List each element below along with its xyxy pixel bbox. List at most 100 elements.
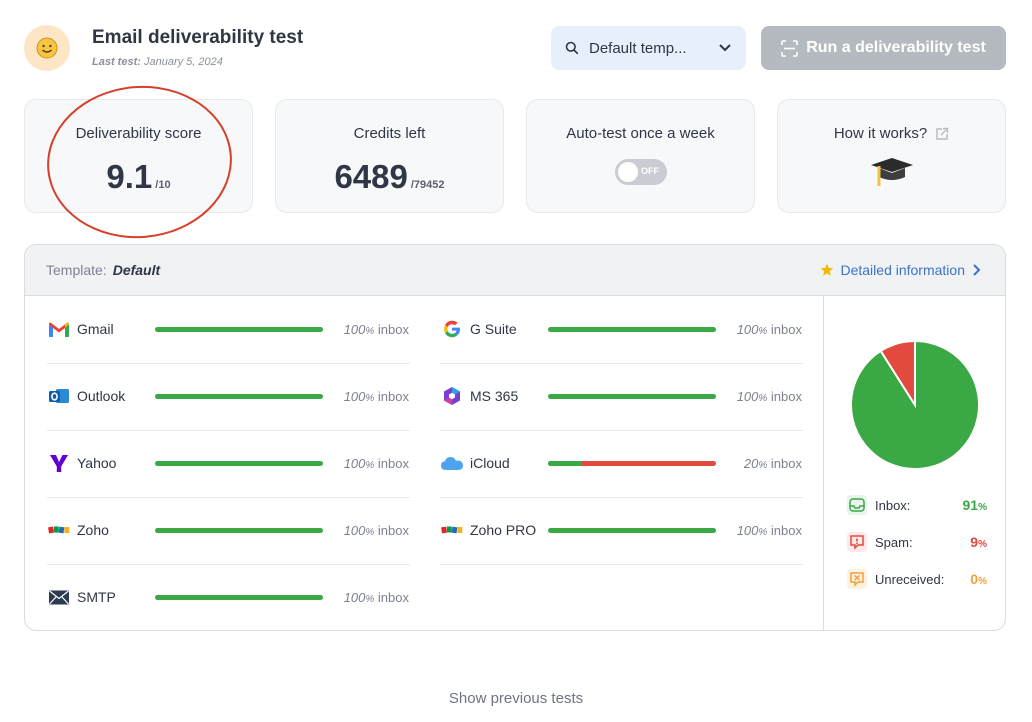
provider-name: iCloud (470, 455, 510, 471)
unreceived-icon (847, 569, 867, 589)
inbox-suffix: inbox (770, 455, 802, 471)
inbox-suffix: inbox (377, 589, 409, 605)
avatar (24, 25, 70, 71)
provider-name: G Suite (470, 321, 517, 337)
template-label: Template: (46, 262, 107, 278)
inbox-percent: 100% inbox (323, 590, 409, 605)
inbox-suffix: inbox (770, 522, 802, 538)
credits-value-group: 6489/79452 (276, 158, 503, 196)
vertical-divider (823, 296, 824, 630)
percent-sign: % (365, 526, 375, 538)
percent-value: 100 (343, 589, 366, 605)
how-label-row: How it works? (778, 125, 1005, 142)
gmail-icon (47, 317, 71, 341)
percent-value: 100 (736, 321, 759, 337)
graduation-cap-icon (871, 158, 913, 186)
search-icon (565, 41, 579, 55)
google-icon (440, 317, 464, 341)
results-panel: Template: Default Detailed information Gm… (24, 244, 1006, 631)
provider-row-yahoo: Yahoo 100% inbox (47, 430, 409, 496)
inbox-percent: 100% inbox (716, 523, 802, 538)
inbox-suffix: inbox (377, 321, 409, 337)
provider-name: Outlook (77, 388, 126, 404)
credits-card: Credits left 6489/79452 (275, 99, 504, 213)
toggle-knob (618, 162, 638, 182)
score-denominator: /10 (155, 179, 171, 191)
percent-sign: % (758, 325, 768, 337)
summary-inbox: Inbox: 91% (847, 493, 987, 517)
inbox-suffix: inbox (377, 522, 409, 538)
percent-value: 100 (736, 388, 759, 404)
summary-label: Inbox: (875, 497, 911, 513)
score-label: Deliverability score (75, 125, 202, 142)
chevron-right-icon (973, 264, 981, 276)
run-test-button[interactable]: Run a deliverability test (761, 26, 1006, 70)
detailed-information-link[interactable]: Detailed information (820, 262, 981, 278)
percent-sign: % (758, 526, 768, 538)
inbox-percent: 100% inbox (716, 389, 802, 404)
credits-label: Credits left (353, 125, 426, 142)
credits-total: /79452 (410, 179, 445, 191)
percent-value: 20 (743, 455, 759, 471)
provider-row-icloud: iCloud 20% inbox (440, 430, 802, 496)
row-divider (440, 497, 803, 498)
last-test-info: Last test: January 5, 2024 (92, 56, 223, 68)
inbox-progress-bar (548, 460, 716, 466)
envelope-icon (47, 585, 71, 609)
inbox-percent: 100% inbox (716, 322, 802, 337)
summary-number: 9 (970, 534, 979, 550)
last-test-label: Last test: (92, 56, 141, 68)
summary-value: 9% (970, 534, 987, 550)
score-value: 9.1 (106, 158, 153, 195)
inbox-progress-bar (155, 326, 323, 332)
provider-name: Zoho PRO (470, 522, 537, 538)
summary-number: 91 (962, 497, 979, 513)
inbox-progress-bar (548, 393, 716, 399)
pie-slice-spam (879, 339, 916, 409)
outlook-icon (47, 384, 71, 408)
percent-value: 100 (736, 522, 759, 538)
summary-number: 0 (970, 571, 979, 587)
percent-value: 100 (343, 522, 366, 538)
inbox-progress-bar (155, 527, 323, 533)
inbox-percent: 100% inbox (323, 523, 409, 538)
percent-value: 100 (343, 388, 366, 404)
inbox-progress-bar (155, 460, 323, 466)
template-select[interactable]: Default temp... (551, 26, 746, 70)
external-link-icon[interactable] (935, 127, 949, 141)
how-label: How it works? (833, 125, 928, 142)
run-test-label: Run a deliverability test (806, 39, 986, 56)
how-it-works-card[interactable]: How it works? (777, 99, 1006, 213)
zoho-icon (47, 518, 71, 542)
percent-value: 100 (343, 321, 366, 337)
inbox-progress-bar (548, 326, 716, 332)
toggle-state: OFF (641, 166, 659, 176)
autotest-toggle[interactable]: OFF (615, 159, 667, 185)
star-icon (821, 263, 834, 276)
provider-name: Yahoo (77, 455, 117, 471)
percent-sign: % (365, 593, 375, 605)
page-title: Email deliverability test (92, 27, 304, 48)
percent-sign: % (758, 392, 768, 404)
percent-sign: % (758, 459, 768, 471)
provider-row-zoho-pro: Zoho PRO 100% inbox (440, 497, 802, 563)
panel-header: Template: Default Detailed information (25, 245, 1005, 296)
provider-row-ms-365: MS 365 100% inbox (440, 363, 802, 429)
inbox-suffix: inbox (377, 388, 409, 404)
show-previous-tests-link[interactable]: Show previous tests (448, 690, 584, 707)
autotest-card: Auto-test once a week OFF (526, 99, 755, 213)
chevron-down-icon (719, 44, 731, 52)
row-divider (47, 497, 410, 498)
score-card: Deliverability score 9.1/10 (24, 99, 253, 213)
scan-icon (781, 39, 798, 57)
provider-row-gmail: Gmail 100% inbox (47, 296, 409, 362)
row-divider (47, 564, 410, 565)
inbox-percent: 100% inbox (323, 389, 409, 404)
percent-sign: % (365, 325, 375, 337)
row-divider (440, 564, 803, 565)
detailed-information-label: Detailed information (840, 262, 965, 278)
zoho-icon (440, 518, 464, 542)
provider-row-g-suite: G Suite 100% inbox (440, 296, 802, 362)
cloud-icon (440, 451, 464, 475)
yahoo-icon (47, 451, 71, 475)
